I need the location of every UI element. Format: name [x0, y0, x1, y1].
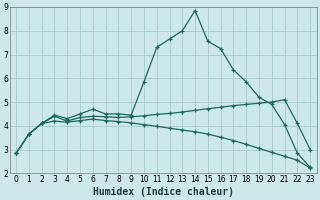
X-axis label: Humidex (Indice chaleur): Humidex (Indice chaleur)	[92, 186, 234, 197]
